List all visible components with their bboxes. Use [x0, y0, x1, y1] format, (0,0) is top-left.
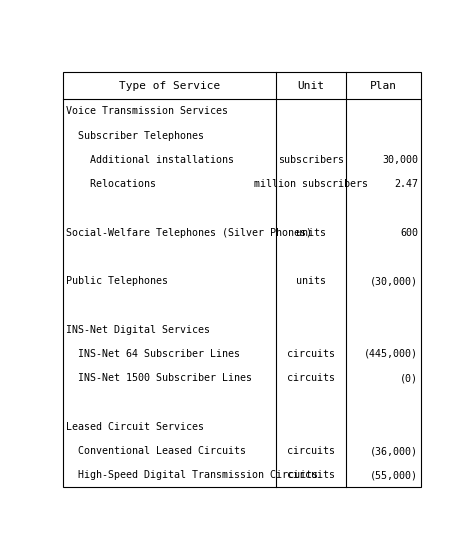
Text: 2.47: 2.47 — [394, 179, 418, 189]
Text: High-Speed Digital Transmission Circuits: High-Speed Digital Transmission Circuits — [66, 470, 318, 480]
Text: Social-Welfare Telephones (Silver Phones): Social-Welfare Telephones (Silver Phones… — [66, 228, 312, 238]
Text: INS-Net 64 Subscriber Lines: INS-Net 64 Subscriber Lines — [66, 349, 239, 359]
Text: Public Telephones: Public Telephones — [66, 276, 168, 286]
Text: INS-Net 1500 Subscriber Lines: INS-Net 1500 Subscriber Lines — [66, 373, 252, 383]
Text: 600: 600 — [400, 228, 418, 238]
Text: INS-Net Digital Services: INS-Net Digital Services — [66, 324, 210, 335]
Text: (0): (0) — [400, 373, 418, 383]
Text: Unit: Unit — [297, 81, 324, 91]
Text: Voice Transmission Services: Voice Transmission Services — [66, 107, 228, 117]
Text: (445,000): (445,000) — [364, 349, 418, 359]
Text: Relocations: Relocations — [66, 179, 156, 189]
Text: (30,000): (30,000) — [370, 276, 418, 286]
Text: circuits: circuits — [287, 446, 335, 456]
Text: circuits: circuits — [287, 373, 335, 383]
Text: (36,000): (36,000) — [370, 446, 418, 456]
Text: million subscribers: million subscribers — [254, 179, 368, 189]
Text: circuits: circuits — [287, 349, 335, 359]
Text: Conventional Leased Circuits: Conventional Leased Circuits — [66, 446, 245, 456]
Text: 30,000: 30,000 — [382, 155, 418, 165]
Text: Subscriber Telephones: Subscriber Telephones — [66, 131, 203, 141]
Text: subscribers: subscribers — [278, 155, 344, 165]
Text: Plan: Plan — [370, 81, 397, 91]
Text: Leased Circuit Services: Leased Circuit Services — [66, 422, 203, 432]
Text: units: units — [296, 276, 326, 286]
Text: units: units — [296, 228, 326, 238]
Text: Additional installations: Additional installations — [66, 155, 234, 165]
Text: circuits: circuits — [287, 470, 335, 480]
Text: Type of Service: Type of Service — [118, 81, 220, 91]
Text: (55,000): (55,000) — [370, 470, 418, 480]
